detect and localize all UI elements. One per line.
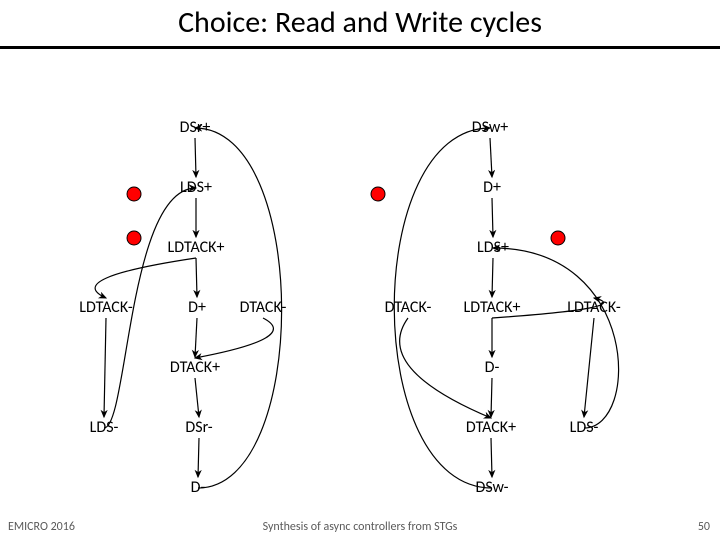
node-lds-minusplus_r: LDS+ <box>470 238 516 257</box>
node-dtack-minusplus_r: DTACK+ <box>456 418 526 437</box>
node-d-minusplus_r: D+ <box>478 178 506 197</box>
node-ldtack-minusplus_l: LDTACK+ <box>158 238 234 257</box>
node-lds-minus_l: LDS- <box>82 418 126 437</box>
node-lds-minusplus_l: LDS+ <box>172 178 220 197</box>
node-dsr-minus: DSr- <box>178 418 220 437</box>
node-lds-minus_r: LDS- <box>562 418 606 437</box>
node-d-minusplus_l: D+ <box>182 298 212 317</box>
node-ldtack-minus_r: LDTACK- <box>558 298 630 317</box>
node-d-minus_r: D- <box>480 358 504 377</box>
footer-center: Synthesis of async controllers from STGs <box>0 520 720 534</box>
stg-diagram <box>0 0 720 540</box>
footer-right: 50 <box>698 520 710 534</box>
node-dsw-minusplus: DSw+ <box>463 118 517 137</box>
node-dsw-minus: DSw- <box>468 478 516 497</box>
node-ldtack-minus_l: LDTACK- <box>70 298 142 317</box>
node-dtack-minus_r: DTACK- <box>378 298 438 317</box>
node-dsr-minusplus: DSr+ <box>167 118 223 137</box>
node-dtack-minus_l: DTACK- <box>232 298 294 317</box>
node-d-minus_l: D- <box>188 478 208 497</box>
node-ldtack-minusplus_r: LDTACK+ <box>454 298 530 317</box>
node-dtack-minusplus_l: DTACK+ <box>160 358 230 377</box>
